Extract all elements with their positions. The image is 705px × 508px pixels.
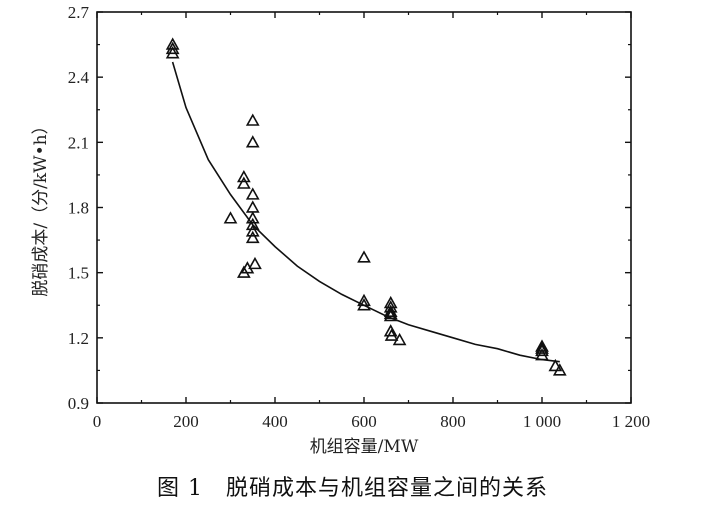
x-axis-title: 机组容量/MW: [310, 437, 419, 457]
y-tick-label: 2.4: [68, 68, 90, 87]
chart: 0 200 400 600 800 1 000 1 200 0.9 1.2 1.5 1.8 2.1 2…: [31, 3, 650, 457]
data-point-triangle: [245, 217, 260, 231]
data-point-triangle: [383, 324, 398, 337]
data-point-triangle: [357, 298, 371, 311]
data-point-triangle: [165, 41, 180, 55]
data-point-triangle: [383, 304, 398, 317]
y-tick-label: 2.1: [68, 133, 89, 152]
y-tick-label: 0.9: [68, 394, 89, 413]
data-point-triangle: [548, 358, 563, 372]
x-tick-label: 400: [262, 412, 288, 431]
x-tick-label: 1 000: [523, 412, 561, 431]
figure-caption: 图 1 脱硝成本与机组容量之间的关系: [157, 476, 548, 501]
plot-frame: [96, 11, 632, 404]
x-tick-labels: 0 200 400 600 800 1 000 1 200: [93, 412, 650, 431]
data-point-triangle: [236, 176, 251, 189]
data-point-triangle: [245, 135, 260, 148]
data-point-triangle: [245, 230, 260, 244]
data-point-triangle: [248, 256, 262, 270]
data-point-triangle: [384, 328, 399, 341]
y-tick-label: 1.8: [68, 199, 89, 218]
data-point-triangle: [245, 113, 260, 126]
data-point-triangle: [245, 200, 260, 213]
data-point-triangle: [552, 363, 567, 376]
axis-ticks: [96, 11, 632, 404]
y-tick-label: 1.5: [68, 264, 89, 283]
y-tick-labels: 0.9 1.2 1.5 1.8 2.1 2.4 2.7: [68, 3, 90, 413]
data-point-triangle: [535, 341, 549, 354]
x-tick-label: 1 200: [612, 412, 650, 431]
data-point-triangle: [245, 224, 260, 237]
y-tick-label: 1.2: [68, 329, 89, 348]
data-point-triangle: [245, 211, 260, 224]
data-point-triangle: [535, 343, 549, 357]
x-tick-label: 600: [351, 412, 377, 431]
data-point-triangle: [383, 306, 398, 320]
data-point-triangle: [383, 308, 398, 322]
data-point-triangle: [223, 211, 238, 224]
data-point-triangle: [165, 46, 180, 59]
data-markers: [165, 37, 567, 376]
x-tick-label: 800: [440, 412, 466, 431]
data-point-triangle: [357, 293, 371, 307]
data-point-triangle: [357, 250, 371, 263]
data-point-triangle: [535, 348, 549, 361]
x-tick-label: 200: [173, 412, 199, 431]
data-point-triangle: [392, 332, 407, 346]
data-point-triangle: [245, 187, 260, 200]
x-tick-label: 0: [93, 412, 102, 431]
y-tick-label: 2.7: [68, 3, 90, 22]
y-axis-title: 脱硝成本/（分/kW•h）: [31, 117, 51, 296]
data-point-triangle: [236, 169, 251, 183]
